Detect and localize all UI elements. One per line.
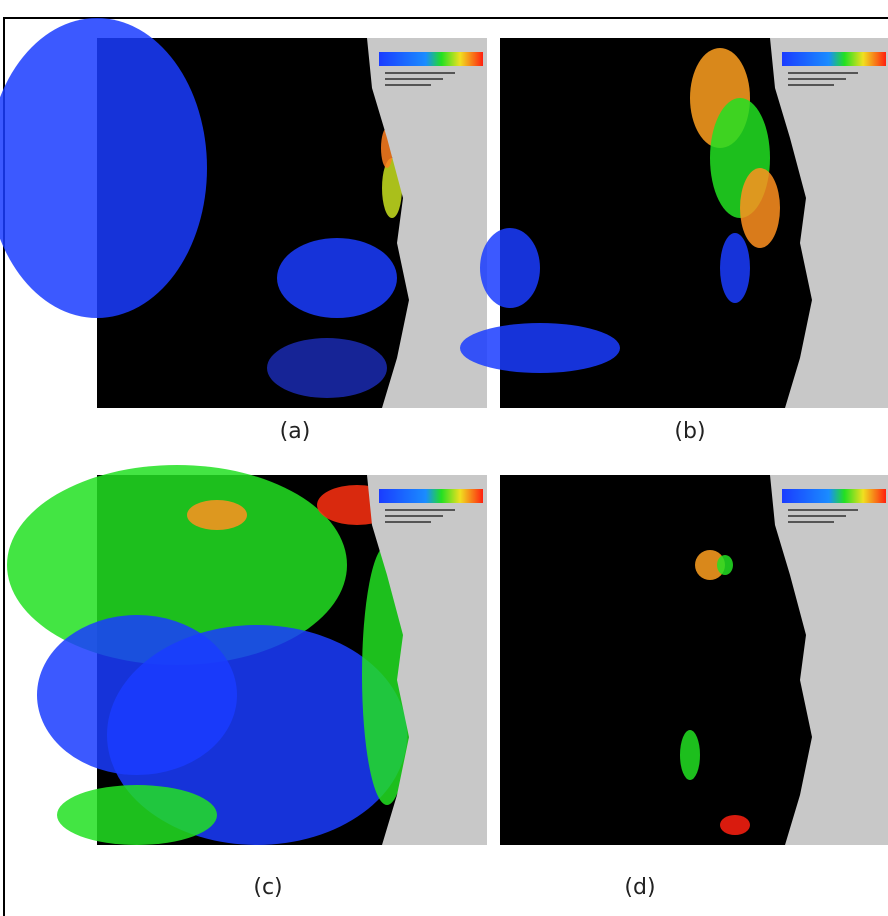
colorbar-caption — [385, 84, 431, 86]
colorbar — [379, 52, 483, 66]
data-region — [720, 233, 750, 303]
colorbar — [782, 52, 886, 66]
data-region — [680, 730, 700, 780]
colorbar-caption — [385, 72, 455, 74]
data-region — [740, 168, 780, 248]
colorbar-caption — [385, 509, 455, 511]
colorbar — [782, 489, 886, 503]
colorbar-caption — [788, 72, 858, 74]
panel-label: (c) — [253, 875, 282, 900]
colorbar-caption — [788, 515, 846, 517]
panel-label: (d) — [624, 875, 655, 900]
colorbar-caption — [385, 521, 431, 523]
panel-label: (b) — [674, 419, 705, 444]
data-region — [717, 555, 733, 575]
data-region — [480, 228, 540, 308]
colorbar — [379, 489, 483, 503]
data-region — [460, 323, 620, 373]
colorbar-caption — [385, 515, 443, 517]
map-panel — [460, 38, 888, 408]
colorbar-caption — [788, 521, 834, 523]
data-region — [187, 500, 247, 530]
colorbar-caption — [788, 78, 846, 80]
figure: (a) (b) (c) (d) — [0, 0, 888, 916]
data-region — [277, 238, 397, 318]
map-panel — [500, 475, 888, 845]
data-region — [267, 338, 387, 398]
data-region — [720, 815, 750, 835]
data-region — [57, 785, 217, 845]
panel-label: (a) — [280, 419, 311, 444]
colorbar-caption — [385, 78, 443, 80]
colorbar-caption — [788, 84, 834, 86]
colorbar-caption — [788, 509, 858, 511]
data-region — [37, 615, 237, 775]
